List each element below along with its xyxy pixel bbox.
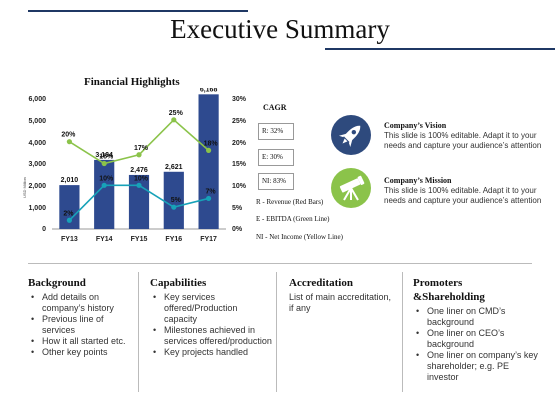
- right-tick-label: 5%: [232, 205, 243, 212]
- ebitda-data-label: 20%: [61, 132, 76, 139]
- left-axis: 6,000 5,000 4,000 3,000 2,000 1,000 0: [28, 96, 46, 233]
- left-tick-label: 1,000: [28, 205, 46, 212]
- revenue-data-label: 6,168: [200, 88, 218, 93]
- x-tick-label: FY16: [165, 236, 182, 243]
- ebitda-data-label: 15%: [99, 154, 114, 161]
- financial-highlights-chart: 6,000 5,000 4,000 3,000 2,000 1,000 0 30…: [22, 88, 247, 243]
- vision-title: Company’s Vision: [384, 121, 447, 130]
- cagr-net-income-box: NI: 83%: [258, 173, 294, 190]
- cagr-title: CAGR: [263, 103, 287, 112]
- left-tick-label: 2,000: [28, 183, 46, 190]
- list-item: Add details on company’s history: [28, 292, 134, 314]
- left-tick-label: 0: [42, 226, 46, 233]
- right-tick-label: 20%: [232, 140, 247, 147]
- net-income-point: [66, 217, 72, 223]
- left-tick-label: 4,000: [28, 140, 46, 147]
- promoters-list: One liner on CMD’s background One liner …: [413, 306, 543, 383]
- cagr-revenue-box: R: 32%: [258, 123, 294, 140]
- ebitda-data-label: 17%: [134, 145, 149, 152]
- ebitda-point: [101, 160, 107, 167]
- revenue-bar: [94, 159, 115, 229]
- x-tick-label: FY17: [200, 236, 217, 243]
- net-income-point: [136, 182, 142, 188]
- right-tick-label: 15%: [232, 161, 247, 168]
- x-tick-label: FY13: [61, 236, 78, 243]
- ebitda-point: [171, 117, 177, 123]
- ebitda-point: [136, 152, 142, 158]
- ebitda-data-label: 18%: [204, 140, 219, 147]
- revenue-data-label: 2,010: [61, 177, 79, 184]
- accreditation-text: List of main accreditation, if any: [289, 292, 392, 313]
- legend-net-income: NI - Net Income (Yellow Line): [256, 233, 343, 241]
- background-section: Background Add details on company’s hist…: [28, 276, 134, 358]
- capabilities-section: Capabilities Key services offered/Produc…: [150, 276, 272, 358]
- capabilities-title: Capabilities: [150, 277, 207, 289]
- legend-revenue: R - Revenue (Red Bars): [256, 198, 324, 206]
- background-title: Background: [28, 277, 86, 289]
- list-item: How it all started etc.: [28, 336, 134, 347]
- right-tick-label: 25%: [232, 118, 247, 125]
- column-divider: [276, 272, 277, 392]
- net-income-data-label: 10%: [134, 175, 149, 182]
- telescope-icon: [339, 175, 365, 201]
- cagr-ebitda-box: E: 30%: [258, 149, 294, 166]
- revenue-bar: [198, 94, 219, 229]
- column-divider: [402, 272, 403, 392]
- net-income-point: [101, 182, 107, 188]
- net-income-data-label: 5%: [171, 197, 182, 204]
- net-income-data-label: 7%: [206, 188, 217, 195]
- revenue-data-label: 2,476: [130, 167, 148, 174]
- list-item: Other key points: [28, 347, 134, 358]
- net-income-data-label: 2%: [63, 210, 74, 217]
- net-income-point: [171, 204, 177, 210]
- right-tick-label: 10%: [232, 183, 247, 190]
- capabilities-list: Key services offered/Production capacity…: [150, 292, 272, 358]
- promoters-section: Promoters &Shareholding One liner on CMD…: [413, 276, 543, 383]
- column-divider: [138, 272, 139, 392]
- promoters-title-line2: &Shareholding: [413, 291, 485, 303]
- list-item: Key projects handled: [150, 347, 272, 358]
- x-tick-label: FY14: [96, 236, 113, 243]
- list-item: Milestones achieved in services offered/…: [150, 325, 272, 347]
- left-tick-label: 3,000: [28, 161, 46, 168]
- y-axis-label: USD Million: [22, 177, 27, 198]
- promoters-title-line1: Promoters: [413, 277, 463, 289]
- ebitda-point: [66, 139, 72, 145]
- right-axis: 30% 25% 20% 15% 10% 5% 0%: [232, 96, 247, 233]
- chart-title: Financial Highlights: [84, 76, 180, 88]
- ebitda-point: [206, 147, 212, 153]
- mission-body: This slide is 100% editable. Adapt it to…: [384, 186, 542, 205]
- revenue-bar: [59, 185, 80, 229]
- revenue-bar: [163, 171, 184, 229]
- list-item: Previous line of services: [28, 314, 134, 336]
- right-tick-label: 30%: [232, 96, 247, 103]
- net-income-point: [206, 195, 212, 202]
- list-item: One liner on CMD’s background: [413, 306, 543, 328]
- legend-ebitda: E - EBITDA (Green Line): [256, 215, 330, 223]
- mission-badge: [331, 168, 371, 208]
- rocket-icon: [338, 125, 361, 148]
- revenue-data-label: 2,621: [165, 164, 183, 171]
- list-item: One liner on company’s key shareholder; …: [413, 350, 543, 383]
- list-item: One liner on CEO’s background: [413, 328, 543, 350]
- right-tick-label: 0%: [232, 226, 243, 233]
- accreditation-section: Accreditation List of main accreditation…: [289, 276, 397, 314]
- left-tick-label: 5,000: [28, 118, 46, 125]
- mission-title: Company’s Mission: [384, 176, 452, 185]
- left-tick-label: 6,000: [28, 96, 46, 103]
- x-tick-label: FY15: [131, 236, 148, 243]
- list-item: Key services offered/Production capacity: [150, 292, 272, 325]
- header-rule-left: [28, 10, 248, 12]
- revenue-data-label: 3,164: [95, 152, 113, 159]
- vision-body: This slide is 100% editable. Adapt it to…: [384, 131, 542, 150]
- background-list: Add details on company’s history Previou…: [28, 292, 134, 358]
- ebitda-data-label: 25%: [169, 110, 184, 117]
- net-income-data-label: 10%: [99, 175, 114, 182]
- section-divider: [28, 263, 532, 264]
- accreditation-title: Accreditation: [289, 277, 353, 289]
- page-title: Executive Summary: [170, 14, 390, 44]
- header-rule-right: [325, 48, 555, 50]
- vision-badge: [331, 115, 371, 155]
